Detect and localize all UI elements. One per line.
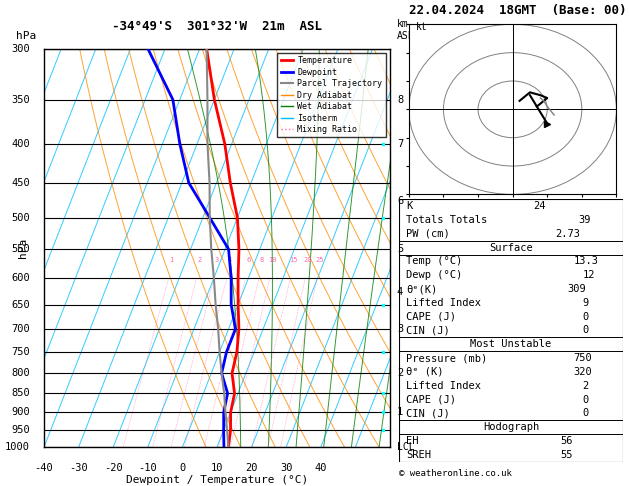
Text: 8: 8	[397, 95, 403, 104]
Text: 750: 750	[574, 353, 593, 363]
Text: Lifted Index: Lifted Index	[406, 298, 481, 308]
Text: Most Unstable: Most Unstable	[470, 339, 552, 349]
Text: 2: 2	[582, 381, 589, 391]
Text: kt: kt	[416, 22, 428, 32]
Text: km
ASL: km ASL	[397, 19, 415, 41]
Text: 10: 10	[211, 463, 223, 473]
Text: 55: 55	[560, 450, 572, 460]
Text: 10: 10	[269, 257, 277, 263]
Text: hPa: hPa	[16, 31, 36, 41]
Text: Totals Totals: Totals Totals	[406, 215, 487, 225]
Text: 20: 20	[304, 257, 312, 263]
Text: Hodograph: Hodograph	[483, 422, 539, 432]
Text: 39: 39	[578, 215, 591, 225]
Text: 850: 850	[11, 388, 30, 399]
Text: 13.3: 13.3	[574, 257, 599, 266]
Text: 950: 950	[11, 425, 30, 435]
Text: 700: 700	[11, 324, 30, 334]
Text: K: K	[406, 201, 413, 211]
Text: 1000: 1000	[5, 442, 30, 452]
Text: SREH: SREH	[406, 450, 431, 460]
Text: -40: -40	[35, 463, 53, 473]
Text: 450: 450	[11, 178, 30, 188]
Text: -10: -10	[138, 463, 157, 473]
Text: Dewp (°C): Dewp (°C)	[406, 270, 462, 280]
Text: CAPE (J): CAPE (J)	[406, 395, 456, 404]
Text: 309: 309	[567, 284, 586, 294]
Text: 800: 800	[11, 368, 30, 378]
Text: © weatheronline.co.uk: © weatheronline.co.uk	[399, 469, 512, 478]
Text: -30: -30	[69, 463, 88, 473]
Text: 3: 3	[397, 324, 403, 334]
Text: 24: 24	[533, 201, 546, 211]
Text: EH: EH	[406, 436, 419, 446]
Text: 600: 600	[11, 273, 30, 283]
Text: 2.73: 2.73	[556, 229, 581, 239]
Text: 320: 320	[574, 367, 593, 377]
Text: 400: 400	[11, 139, 30, 149]
Text: Lifted Index: Lifted Index	[406, 381, 481, 391]
Text: 9: 9	[582, 298, 589, 308]
Text: Dewpoint / Temperature (°C): Dewpoint / Temperature (°C)	[126, 475, 308, 485]
Text: 0: 0	[582, 326, 589, 335]
Text: 0: 0	[582, 395, 589, 404]
Text: CAPE (J): CAPE (J)	[406, 312, 456, 322]
Text: 6: 6	[246, 257, 250, 263]
Text: 4: 4	[397, 287, 403, 296]
Text: 40: 40	[314, 463, 327, 473]
Text: Temp (°C): Temp (°C)	[406, 257, 462, 266]
Text: θᵉ (K): θᵉ (K)	[406, 367, 443, 377]
Text: PW (cm): PW (cm)	[406, 229, 450, 239]
Text: LCL: LCL	[397, 442, 415, 452]
Text: 350: 350	[11, 95, 30, 104]
Text: 4: 4	[228, 257, 231, 263]
Text: 3: 3	[215, 257, 219, 263]
Text: θᵉ(K): θᵉ(K)	[406, 284, 437, 294]
Text: 0: 0	[582, 312, 589, 322]
Text: 25: 25	[316, 257, 324, 263]
Text: -20: -20	[104, 463, 123, 473]
Text: 12: 12	[582, 270, 595, 280]
Text: 8: 8	[260, 257, 264, 263]
Legend: Temperature, Dewpoint, Parcel Trajectory, Dry Adiabat, Wet Adiabat, Isotherm, Mi: Temperature, Dewpoint, Parcel Trajectory…	[277, 53, 386, 138]
Text: 900: 900	[11, 407, 30, 417]
Text: 30: 30	[280, 463, 292, 473]
Text: 56: 56	[560, 436, 572, 446]
Text: Surface: Surface	[489, 243, 533, 253]
Text: 22.04.2024  18GMT  (Base: 00): 22.04.2024 18GMT (Base: 00)	[409, 4, 626, 17]
Text: Pressure (mb): Pressure (mb)	[406, 353, 487, 363]
Text: 550: 550	[11, 244, 30, 254]
Text: 650: 650	[11, 299, 30, 310]
Text: -34°49'S  301°32'W  21m  ASL: -34°49'S 301°32'W 21m ASL	[112, 19, 322, 33]
Text: 20: 20	[245, 463, 258, 473]
Text: 1: 1	[170, 257, 174, 263]
Text: 750: 750	[11, 347, 30, 357]
Text: 0: 0	[582, 408, 589, 418]
Text: CIN (J): CIN (J)	[406, 408, 450, 418]
Text: 15: 15	[289, 257, 298, 263]
Text: 2: 2	[397, 368, 403, 378]
Text: 6: 6	[397, 196, 403, 206]
Text: 500: 500	[11, 213, 30, 223]
Text: hPa: hPa	[18, 238, 28, 258]
Text: 7: 7	[397, 139, 403, 149]
Text: 0: 0	[179, 463, 186, 473]
Text: CIN (J): CIN (J)	[406, 326, 450, 335]
Text: 2: 2	[198, 257, 202, 263]
Text: 300: 300	[11, 44, 30, 53]
Text: 1: 1	[397, 407, 403, 417]
Text: 5: 5	[397, 244, 403, 254]
